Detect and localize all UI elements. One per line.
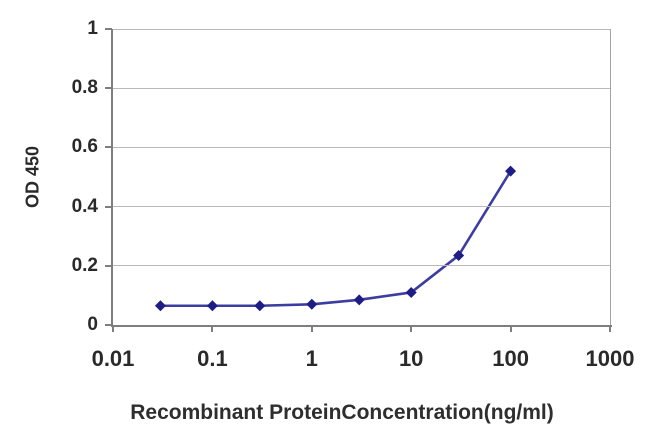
x-tick-mark: [112, 327, 114, 332]
x-tick-mark: [509, 327, 512, 332]
data-point-marker: [353, 294, 365, 306]
y-gridline: [113, 206, 610, 208]
y-tick-mark: [105, 146, 112, 149]
y-tick-label: 0.4: [71, 195, 98, 217]
y-tick-label: 1: [87, 18, 98, 39]
data-series-plot: [154, 165, 517, 312]
y-tick-mark: [105, 264, 112, 267]
y-tick-label: 0.8: [71, 77, 98, 99]
y-gridline: [113, 28, 610, 30]
plot-right-border: [610, 29, 611, 325]
x-tick-label: 0.01: [91, 346, 135, 371]
y-axis-line: [111, 29, 113, 327]
data-point-marker: [405, 286, 417, 298]
y-gridline: [113, 146, 610, 148]
y-tick-mark: [105, 324, 112, 326]
data-point-marker: [306, 298, 318, 310]
y-tick-label: 0: [87, 314, 98, 335]
plot-area: [113, 29, 610, 325]
y-gridline: [113, 87, 610, 89]
x-tick-label: 1000: [585, 346, 635, 371]
x-tick-mark: [609, 327, 611, 332]
data-point-marker: [206, 300, 218, 312]
x-tick-label: 0.1: [197, 346, 228, 371]
series-line: [160, 170, 512, 308]
x-tick-label: 100: [492, 346, 529, 371]
data-point-marker: [453, 249, 465, 261]
y-gridline: [113, 265, 610, 267]
x-tick-mark: [410, 327, 413, 332]
x-tick-label: 1: [305, 346, 318, 371]
y-tick-mark: [105, 87, 112, 90]
x-tick-mark: [211, 327, 214, 332]
x-tick-mark: [310, 327, 313, 332]
data-point-marker: [505, 165, 517, 177]
x-axis-line: [111, 325, 612, 327]
data-point-marker: [154, 300, 166, 312]
y-tick-label: 0.6: [71, 136, 98, 158]
x-tick-label: 10: [398, 346, 424, 371]
data-point-marker: [254, 300, 266, 312]
y-tick-label: 0.2: [71, 254, 98, 276]
x-axis-title: Recombinant ProteinConcentration(ng/ml): [130, 401, 554, 424]
y-tick-mark: [105, 28, 112, 30]
y-tick-mark: [105, 205, 112, 208]
